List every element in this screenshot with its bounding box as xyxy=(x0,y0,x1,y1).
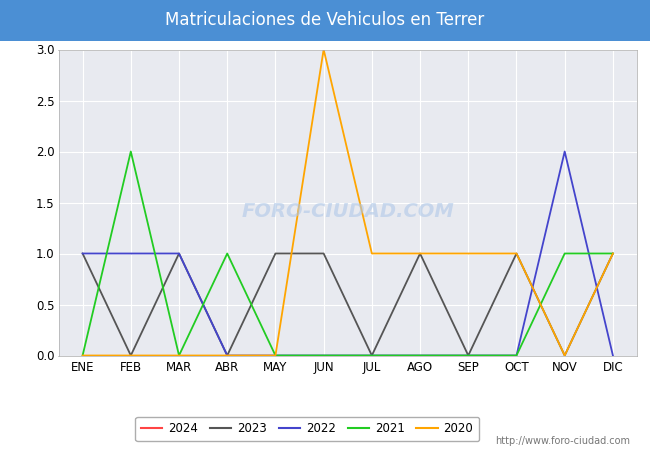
Text: FORO-CIUDAD.COM: FORO-CIUDAD.COM xyxy=(241,202,454,221)
Text: Matriculaciones de Vehiculos en Terrer: Matriculaciones de Vehiculos en Terrer xyxy=(165,11,485,29)
Text: http://www.foro-ciudad.com: http://www.foro-ciudad.com xyxy=(495,436,630,446)
Legend: 2024, 2023, 2022, 2021, 2020: 2024, 2023, 2022, 2021, 2020 xyxy=(135,417,479,441)
